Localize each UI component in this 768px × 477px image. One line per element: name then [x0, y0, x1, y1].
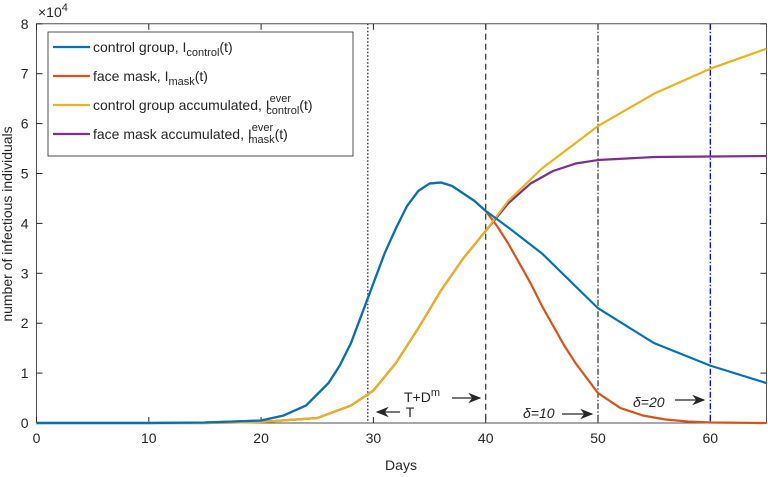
legend-label: face mask, I — [93, 68, 168, 84]
x-tick-label: 30 — [366, 430, 382, 446]
annotation-T-plus-Dm-sup: m — [431, 387, 440, 399]
legend-sub: control — [266, 105, 299, 117]
y-tick-label: 0 — [21, 415, 29, 431]
annotation-delta-10: δ=10 — [523, 405, 555, 421]
y-tick-label: 1 — [21, 365, 29, 381]
x-axis-label: Days — [385, 457, 417, 473]
annotation-T-plus-Dm-text: T+D — [404, 389, 431, 405]
legend-sub: mask — [168, 76, 195, 88]
y-tick-label: 3 — [21, 265, 29, 281]
legend-tail: (t) — [195, 68, 208, 84]
legend-sup: ever — [252, 122, 274, 134]
x-tick-label: 20 — [253, 430, 269, 446]
legend-sub: mask — [248, 134, 275, 146]
y-exponent: ×104 — [38, 2, 68, 20]
legend-tail: (t) — [275, 126, 288, 142]
legend-tail: (t) — [299, 97, 312, 113]
annotation-T: T — [406, 404, 415, 420]
y-exponent-base: ×10 — [38, 4, 62, 20]
x-tick-label: 10 — [141, 430, 157, 446]
y-tick-label: 5 — [21, 166, 29, 182]
y-tick-label: 8 — [21, 16, 29, 32]
y-tick-label: 7 — [21, 66, 29, 82]
legend-sub: control — [186, 47, 219, 59]
legend: control group, Icontrol(t)face mask, Ima… — [48, 32, 353, 156]
y-axis-label: number of infectious individuals — [0, 126, 15, 321]
x-tick-label: 50 — [590, 430, 606, 446]
y-tick-label: 2 — [21, 315, 29, 331]
legend-label: face mask accumulated, I — [93, 126, 252, 142]
y-exponent-power: 4 — [62, 2, 68, 14]
y-tick-label: 6 — [21, 116, 29, 132]
y-tick-label: 4 — [21, 215, 29, 231]
x-tick-label: 0 — [33, 430, 41, 446]
annotation-delta-20: δ=20 — [633, 394, 665, 410]
x-tick-label: 60 — [703, 430, 719, 446]
legend-label: control group, I — [93, 39, 186, 55]
x-tick-label: 40 — [478, 430, 494, 446]
legend-label: control group accumulated, I — [93, 97, 270, 113]
legend-tail: (t) — [219, 39, 232, 55]
legend-sup: ever — [270, 93, 292, 105]
